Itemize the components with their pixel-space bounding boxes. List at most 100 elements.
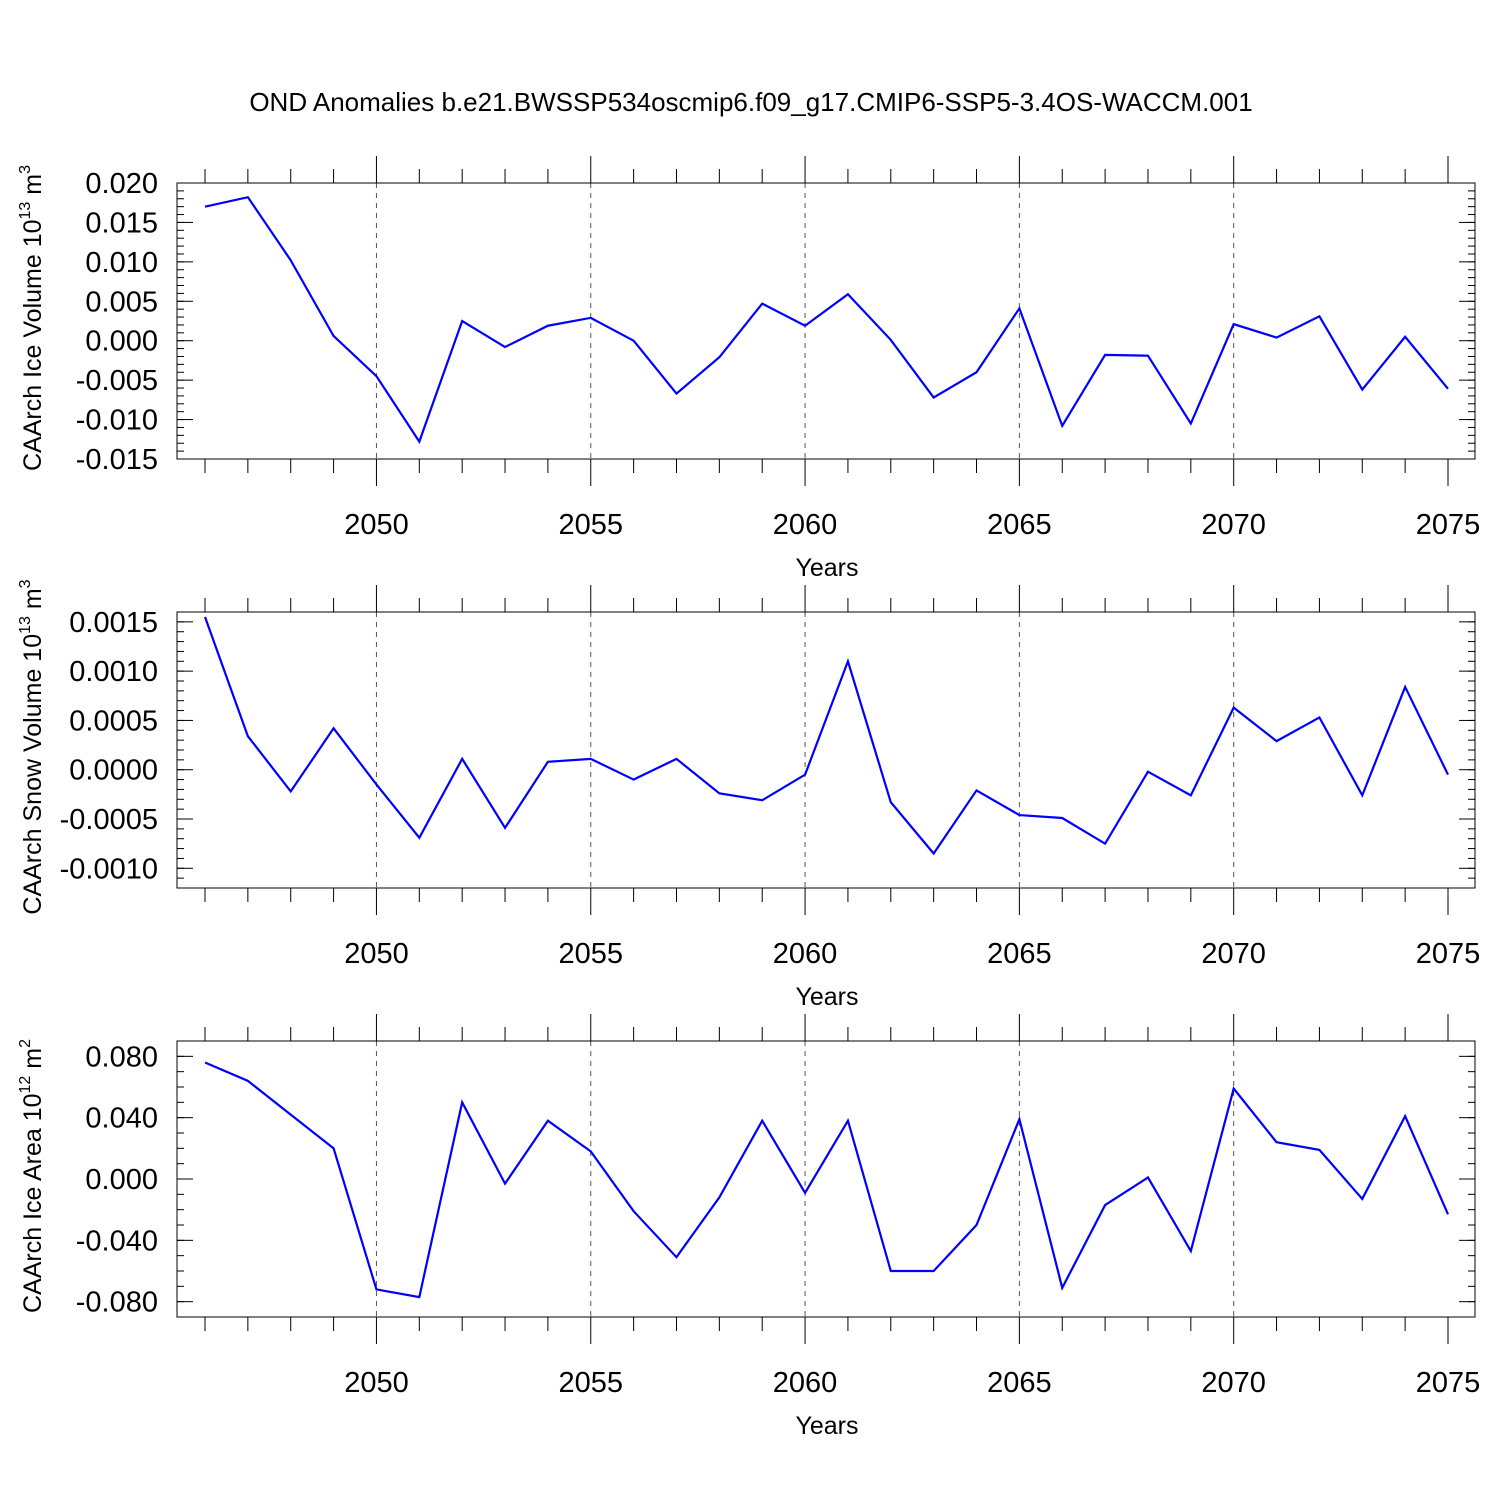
- data-point: [589, 757, 593, 761]
- data-point: [417, 836, 421, 840]
- data-point: [1232, 1087, 1236, 1091]
- data-point: [717, 791, 721, 795]
- data-point: [417, 440, 421, 444]
- data-point: [1060, 424, 1064, 428]
- x-axis-title: Years: [795, 554, 858, 582]
- data-point: [546, 324, 550, 328]
- y-tick-label: 0.0010: [69, 656, 158, 688]
- data-point: [1317, 314, 1321, 318]
- y-tick-label: -0.040: [76, 1225, 158, 1257]
- data-point: [803, 773, 807, 777]
- data-point: [1232, 322, 1236, 326]
- x-tick-label: 2050: [344, 1367, 409, 1399]
- data-point: [1403, 685, 1407, 689]
- data-point: [503, 826, 507, 830]
- data-point: [803, 324, 807, 328]
- x-axis-title: Years: [795, 983, 858, 1011]
- data-point: [1189, 1249, 1193, 1253]
- chart-title: OND Anomalies b.e21.BWSSP534oscmip6.f09_…: [249, 87, 1252, 117]
- data-point: [1232, 706, 1236, 710]
- y-tick-label: -0.0010: [60, 853, 158, 885]
- y-tick-label: 0.0000: [69, 755, 158, 787]
- data-point: [289, 789, 293, 793]
- data-point: [1360, 793, 1364, 797]
- x-tick-label: 2070: [1201, 1367, 1266, 1399]
- data-point: [932, 395, 936, 399]
- data-point: [975, 370, 979, 374]
- data-point: [632, 778, 636, 782]
- y-tick-label: 0.020: [85, 168, 158, 200]
- data-point: [1189, 793, 1193, 797]
- x-tick-label: 2060: [773, 509, 838, 541]
- data-point: [760, 302, 764, 306]
- data-point: [374, 374, 378, 378]
- data-point: [1060, 816, 1064, 820]
- data-point: [460, 319, 464, 323]
- y-axis-title-text: CAArch Snow Volume 10: [19, 634, 47, 915]
- data-point: [846, 659, 850, 663]
- data-point: [374, 1287, 378, 1291]
- data-point: [1360, 388, 1364, 392]
- y-tick-label: 0.0015: [69, 607, 158, 639]
- x-tick-label: 2055: [559, 1367, 624, 1399]
- data-point: [246, 1079, 250, 1083]
- data-point: [589, 1149, 593, 1153]
- data-point: [332, 1146, 336, 1150]
- data-point: [932, 852, 936, 856]
- data-point: [717, 1195, 721, 1199]
- data-point: [460, 1100, 464, 1104]
- data-point: [760, 1119, 764, 1123]
- data-point: [632, 1209, 636, 1213]
- x-tick-label: 2050: [344, 938, 409, 970]
- y-tick-label: 0.010: [85, 247, 158, 279]
- data-point: [1017, 813, 1021, 817]
- data-point: [1317, 715, 1321, 719]
- x-tick-label: 2055: [559, 509, 624, 541]
- data-point: [1446, 387, 1450, 391]
- x-tick-label: 2065: [987, 509, 1052, 541]
- y-tick-label: 0.005: [85, 286, 158, 318]
- y-axis-title-exponent: 13: [17, 616, 34, 634]
- y-axis-title-exponent: 12: [17, 1076, 34, 1094]
- data-point: [289, 258, 293, 262]
- data-point: [889, 338, 893, 342]
- panel-1: 2050 2055 2060 2065 2070 2075 0.020 0.015 0.010 0…: [17, 156, 1480, 582]
- y-tick-label: -0.015: [76, 444, 158, 476]
- data-point: [289, 1113, 293, 1117]
- data-point: [503, 345, 507, 349]
- y-tick-label: 0.080: [85, 1041, 158, 1073]
- data-point: [503, 1182, 507, 1186]
- x-tick-label: 2055: [559, 938, 624, 970]
- y-tick-label: 0.000: [85, 326, 158, 358]
- y-tick-label: 0.015: [85, 207, 158, 239]
- y-axis-title: CAArch Ice Volume 1013 m3: [17, 165, 47, 471]
- data-point: [1446, 773, 1450, 777]
- data-point: [674, 1255, 678, 1259]
- data-point: [417, 1295, 421, 1299]
- x-tick-label: 2075: [1416, 509, 1481, 541]
- data-point: [1275, 739, 1279, 743]
- data-point: [246, 195, 250, 199]
- data-point: [332, 726, 336, 730]
- data-point: [1017, 1117, 1021, 1121]
- y-axis-title-unit: m: [19, 588, 47, 616]
- y-axis-title-unit: m: [19, 1048, 47, 1076]
- x-tick-label: 2065: [987, 1367, 1052, 1399]
- x-tick-label: 2060: [773, 1367, 838, 1399]
- data-point: [1317, 1148, 1321, 1152]
- y-axis-title: CAArch Ice Area 1012 m2: [17, 1039, 47, 1313]
- x-tick-label: 2070: [1201, 938, 1266, 970]
- data-point: [1446, 1212, 1450, 1216]
- data-point: [717, 355, 721, 359]
- data-point: [1275, 1140, 1279, 1144]
- x-tick-label: 2060: [773, 938, 838, 970]
- y-axis-title-text: CAArch Ice Area 10: [19, 1093, 47, 1313]
- data-point: [332, 334, 336, 338]
- data-point: [1060, 1286, 1064, 1290]
- data-point: [674, 392, 678, 396]
- data-point: [889, 1269, 893, 1273]
- data-point: [674, 757, 678, 761]
- data-point: [1403, 335, 1407, 339]
- data-point: [546, 1119, 550, 1123]
